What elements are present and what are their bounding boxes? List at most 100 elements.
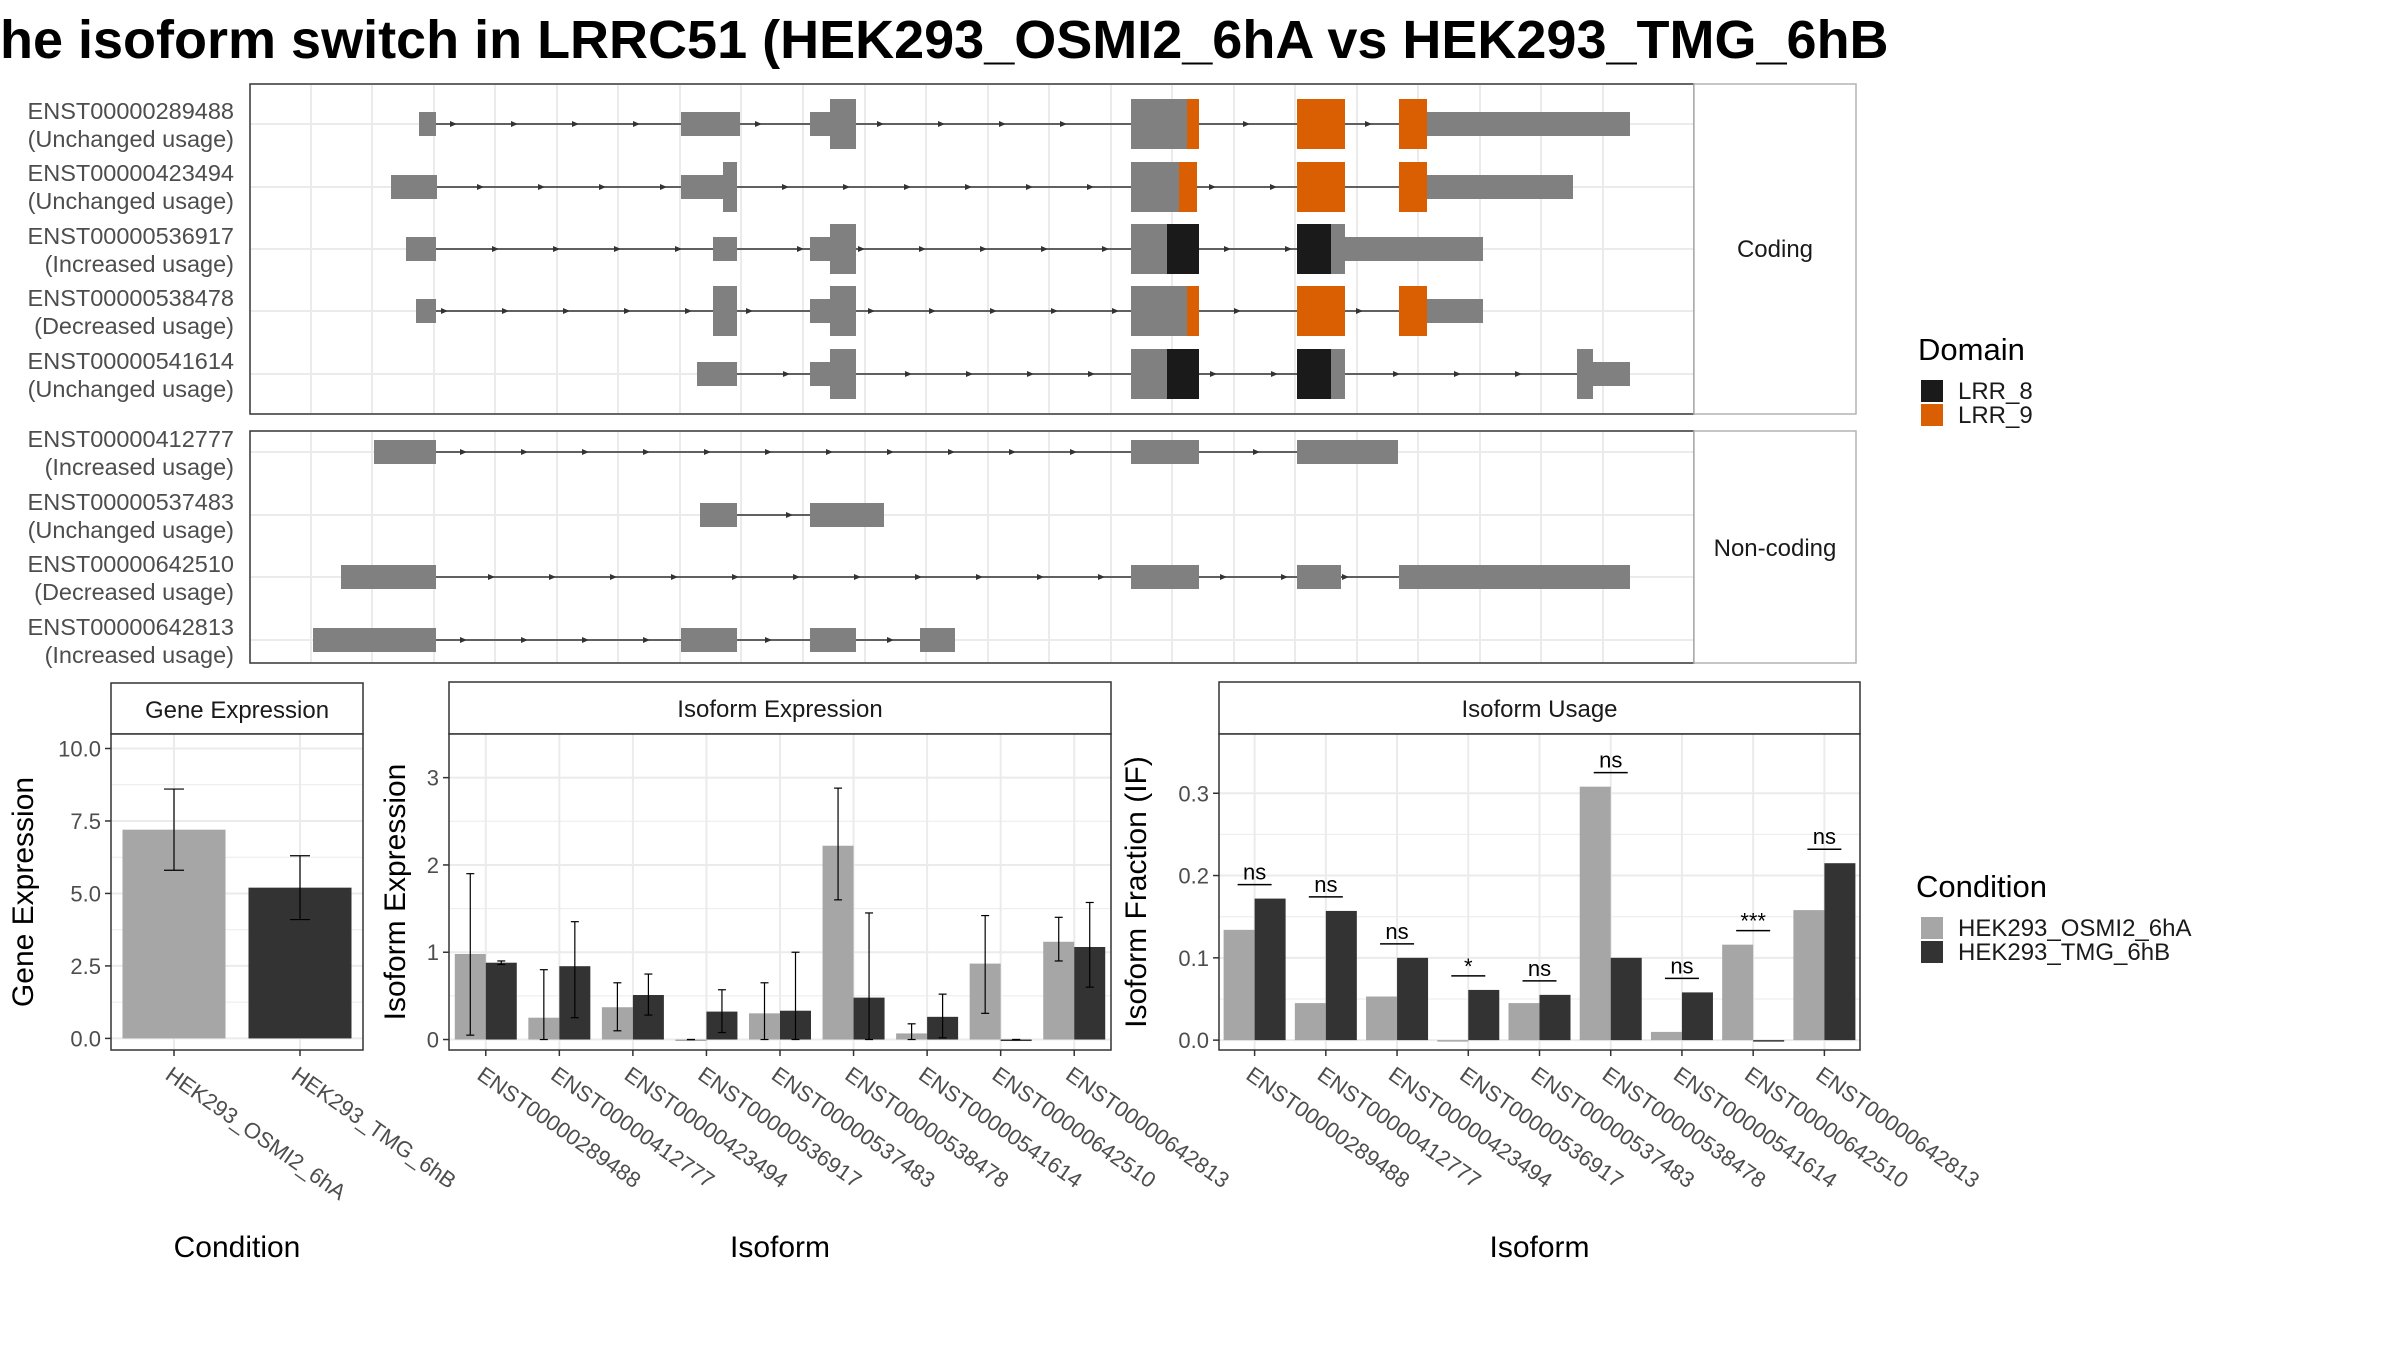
utr-exon xyxy=(1593,362,1630,386)
utr-exon xyxy=(391,175,437,199)
utr-exon xyxy=(1427,299,1483,323)
bar xyxy=(1468,989,1500,1041)
transcript-track xyxy=(313,628,955,652)
direction-arrow xyxy=(671,574,678,580)
coding-exon xyxy=(1577,349,1593,399)
coding-exon xyxy=(1131,286,1187,336)
direction-arrow xyxy=(938,121,945,127)
direction-arrow xyxy=(549,574,556,580)
transcript-track xyxy=(697,349,1630,399)
utr-exon xyxy=(1297,565,1341,589)
y-tick-label: 0.3 xyxy=(1178,781,1209,806)
direction-arrow xyxy=(1210,371,1217,377)
transcript-structure-plot: Coding Non-coding ENST00000289488 (Uncha… xyxy=(28,83,1857,668)
direction-arrow xyxy=(1365,121,1372,127)
coding-exon xyxy=(723,162,737,212)
direction-arrow xyxy=(948,449,955,455)
transcript-track xyxy=(406,224,1483,274)
direction-arrow xyxy=(905,371,912,377)
bar xyxy=(1793,910,1825,1041)
utr-exon xyxy=(1131,440,1199,464)
transcript-label-id: ENST00000423494 xyxy=(28,160,234,186)
direction-arrow xyxy=(858,246,865,252)
transcript-label-usage: (Increased usage) xyxy=(45,454,234,480)
utr-exon xyxy=(681,628,737,652)
utr-exon xyxy=(1399,565,1630,589)
structure-strip-noncoding xyxy=(1693,430,1857,664)
direction-arrow xyxy=(460,637,467,643)
structure-strip-noncoding-label: Non-coding xyxy=(1714,535,1837,562)
direction-arrow xyxy=(1342,574,1349,580)
direction-arrow xyxy=(1454,371,1461,377)
significance-label: ns xyxy=(1314,872,1337,897)
direction-arrow xyxy=(1281,574,1288,580)
direction-arrow xyxy=(919,246,926,252)
direction-arrow xyxy=(675,246,682,252)
direction-arrow xyxy=(854,574,861,580)
direction-arrow xyxy=(643,449,650,455)
utr-exon xyxy=(713,237,737,261)
coding-exon xyxy=(1131,349,1167,399)
utr-exon xyxy=(416,299,436,323)
utr-exon xyxy=(406,237,436,261)
direction-arrow xyxy=(826,449,833,455)
y-tick-label: 1 xyxy=(427,940,439,965)
utr-exon xyxy=(810,112,830,136)
bar xyxy=(1650,1031,1682,1041)
bar xyxy=(1223,929,1255,1041)
bar xyxy=(675,1039,707,1042)
transcript-tracks xyxy=(251,85,1693,662)
direction-arrow xyxy=(492,246,499,252)
bar xyxy=(1294,1003,1326,1041)
utr-exon xyxy=(1297,440,1398,464)
utr-exon xyxy=(810,237,830,261)
direction-arrow xyxy=(610,574,617,580)
transcript-track xyxy=(341,565,1630,589)
y-axis-title: Gene Expression xyxy=(7,777,40,1007)
domain-lrr9 xyxy=(1399,99,1427,149)
domain-lrr9 xyxy=(1187,99,1199,149)
chart-title: Isoform Usage xyxy=(1461,696,1617,723)
direction-arrow xyxy=(477,184,484,190)
direction-arrow xyxy=(843,184,850,190)
transcript-label-id: ENST00000642510 xyxy=(28,551,234,577)
legend-label-lrr9: LRR_9 xyxy=(1958,402,2033,429)
direction-arrow xyxy=(1271,371,1278,377)
legend-swatch-cond-b xyxy=(1921,941,1943,963)
y-tick-label: 5.0 xyxy=(70,881,101,906)
chart-strip xyxy=(1218,681,1861,735)
bar xyxy=(1000,1039,1032,1042)
y-tick-label: 7.5 xyxy=(70,809,101,834)
direction-arrow xyxy=(1356,308,1363,314)
domain-lrr9 xyxy=(1399,286,1427,336)
transcript-label-id: ENST00000412777 xyxy=(28,426,234,452)
condition-legend-title: Condition xyxy=(1916,869,2047,904)
direction-arrow xyxy=(1027,371,1034,377)
bar xyxy=(1397,957,1429,1041)
direction-arrow xyxy=(793,574,800,580)
legend-label-lrr8: LRR_8 xyxy=(1958,378,2033,405)
legend-swatch-lrr8 xyxy=(1921,380,1943,402)
direction-arrow xyxy=(1270,184,1277,190)
y-tick-label: 2.5 xyxy=(70,954,101,979)
direction-arrow xyxy=(877,121,884,127)
direction-arrow xyxy=(1098,574,1105,580)
direction-arrow xyxy=(1087,184,1094,190)
utr-exon xyxy=(810,628,856,652)
utr-exon xyxy=(1345,237,1483,261)
direction-arrow xyxy=(660,184,667,190)
transcript-label-usage: (Decreased usage) xyxy=(34,579,234,605)
bar xyxy=(1610,957,1642,1041)
direction-arrow xyxy=(746,308,753,314)
transcript-label-id: ENST00000537483 xyxy=(28,489,234,515)
utr-exon xyxy=(313,628,436,652)
x-axis-title: Isoform xyxy=(1489,1231,1589,1264)
transcript-label-usage: (Unchanged usage) xyxy=(28,126,234,152)
utr-exon xyxy=(700,503,737,527)
isoform-expression-chart: Isoform Expression0123ENST00000289488ENS… xyxy=(379,681,1234,1264)
direction-arrow xyxy=(614,246,621,252)
direction-arrow xyxy=(1102,246,1109,252)
chart-title: Gene Expression xyxy=(145,697,329,724)
bar xyxy=(1366,996,1398,1041)
